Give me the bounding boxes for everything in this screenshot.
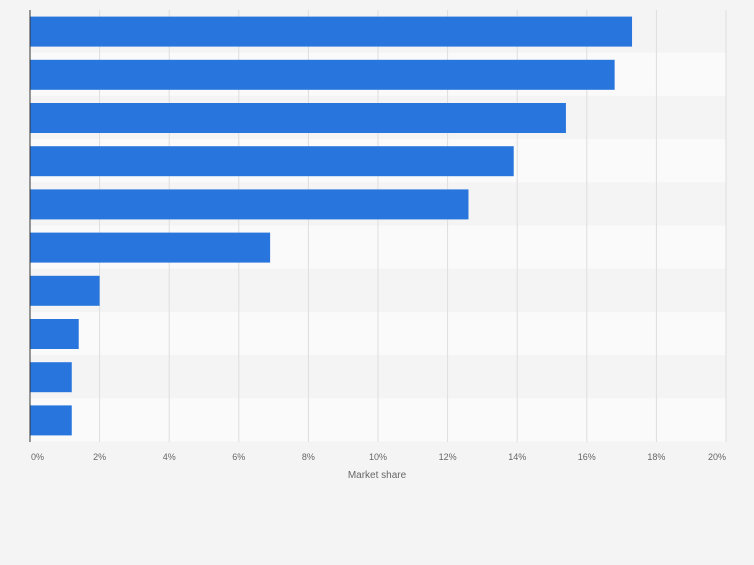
x-tick-label: 18%: [647, 452, 665, 462]
bar: [30, 232, 271, 263]
bar: [30, 319, 79, 349]
x-tick-label: 10%: [369, 452, 387, 462]
x-tick-label: 8%: [302, 452, 315, 462]
bar: [30, 103, 566, 133]
bar: [30, 59, 615, 90]
bar: [30, 405, 72, 436]
bar: [30, 16, 633, 47]
x-tick-label: 0%: [31, 452, 44, 462]
bar: [30, 146, 514, 177]
x-tick-labels: 0% 2% 4% 6% 8% 10% 12% 14% 16% 18% 20%: [31, 452, 726, 462]
x-tick-label: 16%: [578, 452, 596, 462]
x-tick-label: 6%: [232, 452, 245, 462]
bar: [30, 275, 100, 306]
x-tick-label: 20%: [708, 452, 726, 462]
bar: [30, 362, 72, 393]
x-tick-label: 14%: [508, 452, 526, 462]
x-tick-label: 4%: [163, 452, 176, 462]
bars: [30, 16, 633, 436]
x-axis-label: Market share: [348, 470, 407, 481]
x-tick-label: 12%: [439, 452, 457, 462]
x-tick-label: 2%: [93, 452, 106, 462]
bar: [30, 189, 469, 220]
